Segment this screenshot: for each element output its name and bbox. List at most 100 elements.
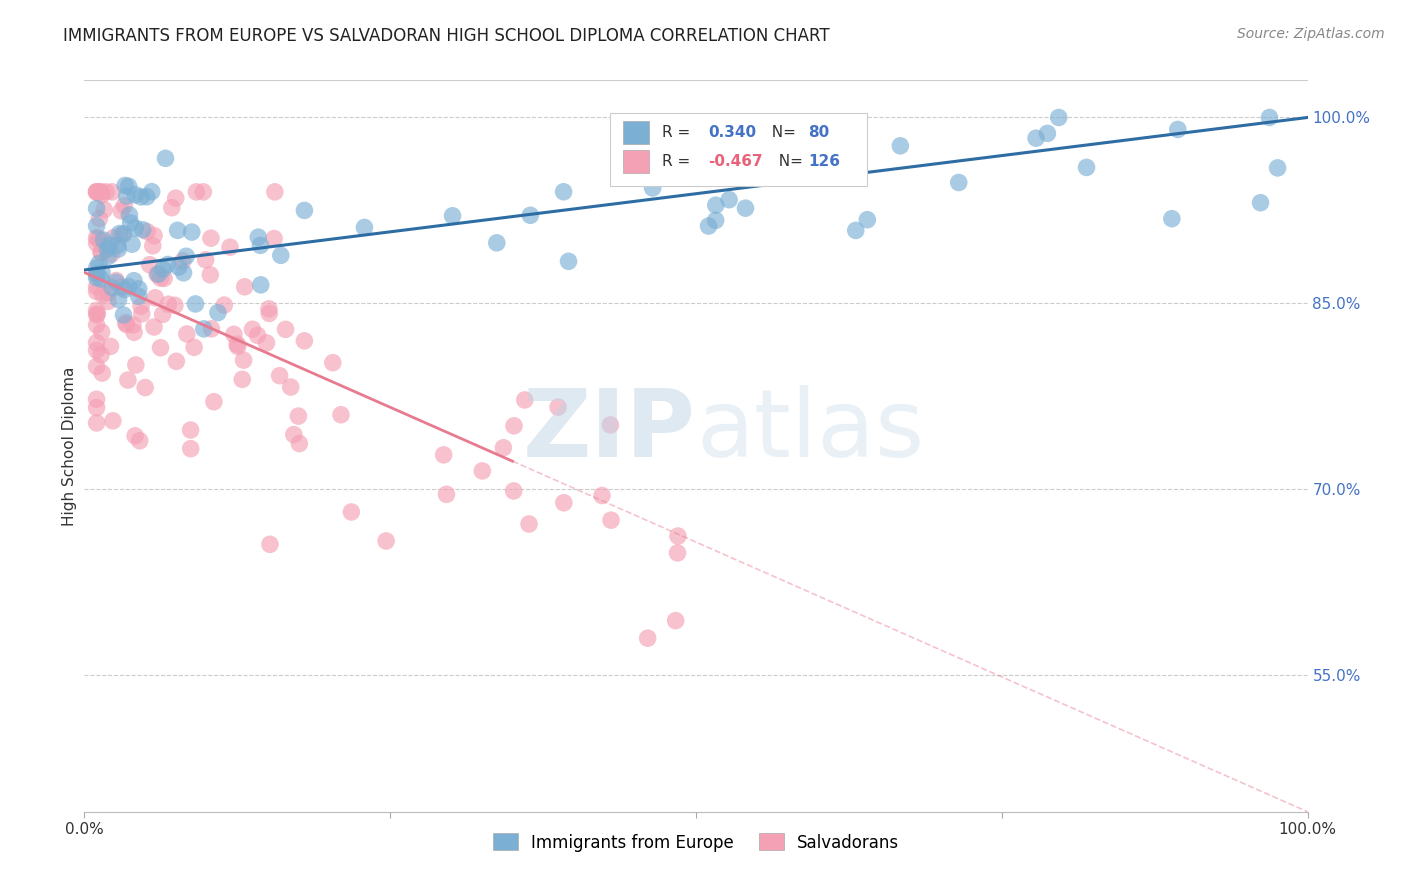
Point [274, 322, 297, 336]
Text: 80: 80 [808, 125, 830, 140]
Point [517, 516, 540, 531]
Point [141, 185, 163, 199]
Point [256, 335, 278, 350]
Point [90, 188, 112, 202]
Point [105, 273, 128, 287]
Point [131, 307, 153, 321]
Point [280, 380, 302, 394]
Text: Source: ZipAtlas.com: Source: ZipAtlas.com [1237, 27, 1385, 41]
Point [136, 225, 159, 239]
Point [547, 400, 569, 414]
Point [90, 325, 112, 339]
Bar [623, 150, 650, 173]
Point [232, 353, 254, 368]
Point [263, 231, 285, 245]
Point [330, 408, 353, 422]
FancyBboxPatch shape [610, 113, 868, 186]
Point [180, 442, 202, 456]
Point [294, 203, 316, 218]
Point [93, 202, 115, 217]
Y-axis label: High School Diploma: High School Diploma [62, 367, 77, 525]
Point [553, 496, 575, 510]
Point [222, 327, 245, 342]
Point [117, 373, 139, 387]
Point [105, 275, 128, 289]
Point [194, 252, 217, 267]
Point [173, 266, 195, 280]
Point [86, 401, 108, 415]
Point [90, 245, 112, 260]
Point [257, 301, 280, 316]
Point [153, 271, 176, 285]
Point [599, 417, 621, 432]
Point [120, 216, 142, 230]
Point [96, 242, 118, 256]
Point [249, 238, 271, 252]
Point [322, 356, 344, 370]
Point [353, 220, 375, 235]
Point [149, 271, 172, 285]
Point [90, 348, 112, 362]
Point [180, 225, 202, 239]
Point [108, 227, 131, 241]
Point [97, 294, 120, 309]
Point [641, 181, 664, 195]
Point [242, 322, 264, 336]
Point [200, 322, 222, 336]
Point [441, 209, 464, 223]
Point [87, 256, 110, 270]
Point [186, 185, 208, 199]
Point [485, 235, 508, 250]
Point [138, 258, 160, 272]
Point [134, 380, 156, 394]
Point [503, 418, 526, 433]
Point [128, 289, 150, 303]
Point [288, 436, 311, 450]
Point [86, 303, 108, 318]
Point [665, 614, 688, 628]
Point [124, 429, 146, 443]
Text: IMMIGRANTS FROM EUROPE VS SALVADORAN HIGH SCHOOL DIPLOMA CORRELATION CHART: IMMIGRANTS FROM EUROPE VS SALVADORAN HIG… [63, 27, 830, 45]
Point [103, 230, 125, 244]
Point [637, 631, 659, 645]
Point [86, 416, 108, 430]
Point [513, 392, 536, 407]
Point [86, 219, 108, 233]
Point [184, 297, 207, 311]
Point [101, 280, 124, 294]
Point [115, 318, 138, 332]
Point [704, 198, 727, 212]
Point [91, 266, 114, 280]
Point [246, 328, 269, 343]
Point [118, 208, 141, 222]
Point [259, 537, 281, 551]
Point [86, 236, 108, 251]
Point [1036, 127, 1059, 141]
Point [174, 249, 197, 263]
Point [128, 434, 150, 448]
Point [375, 533, 398, 548]
Point [193, 322, 215, 336]
Legend: Immigrants from Europe, Salvadorans: Immigrants from Europe, Salvadorans [486, 827, 905, 858]
Point [166, 223, 188, 237]
Point [87, 231, 110, 245]
Point [107, 238, 129, 252]
Point [259, 306, 281, 320]
Point [124, 187, 146, 202]
Point [86, 185, 108, 199]
Point [1047, 111, 1070, 125]
Point [114, 178, 136, 193]
Point [283, 427, 305, 442]
Point [86, 267, 108, 281]
Point [837, 145, 859, 159]
Point [86, 318, 108, 332]
Point [704, 213, 727, 227]
Point [107, 293, 129, 307]
Point [718, 193, 741, 207]
Point [165, 354, 187, 368]
Text: N=: N= [769, 154, 808, 169]
Point [129, 299, 152, 313]
Point [845, 223, 868, 237]
Point [1160, 211, 1182, 226]
Text: R =: R = [662, 154, 695, 169]
